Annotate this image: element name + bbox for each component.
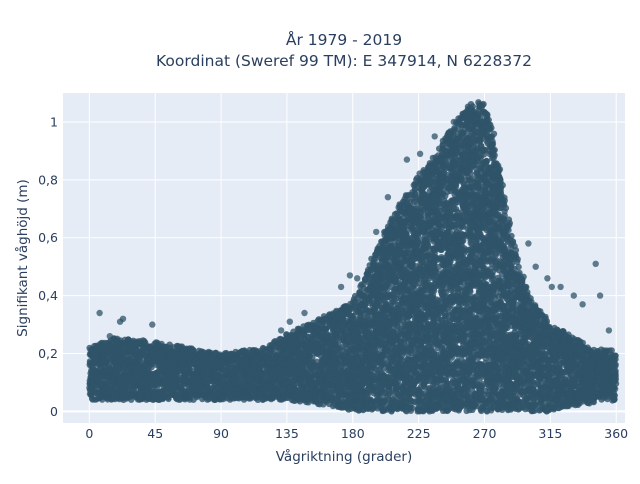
data-point — [373, 255, 379, 261]
chart-title-line-1: År 1979 - 2019 — [286, 30, 402, 49]
data-point — [149, 364, 155, 370]
chart-title-line-2: Koordinat (Sweref 99 TM): E 347914, N 62… — [156, 52, 532, 70]
